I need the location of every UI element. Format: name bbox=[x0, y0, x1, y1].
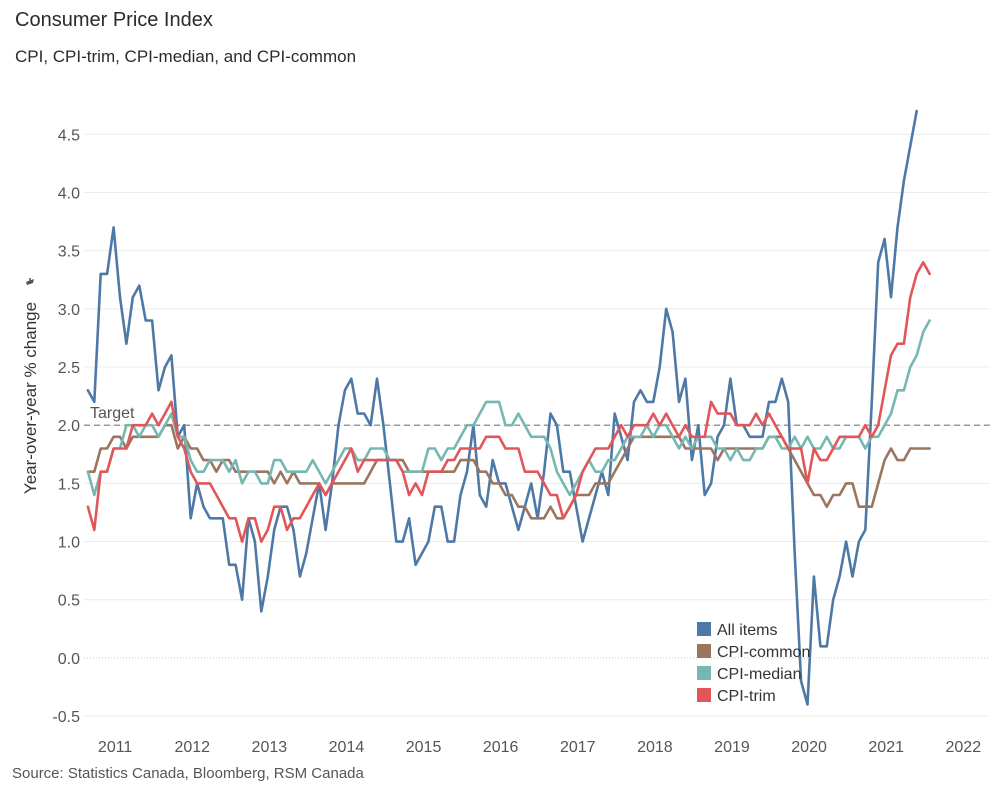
legend-label[interactable]: All items bbox=[717, 622, 777, 639]
x-tick-label: 2016 bbox=[483, 739, 519, 756]
y-tick-label: 3.0 bbox=[58, 302, 80, 319]
y-tick-label: -0.5 bbox=[52, 709, 80, 726]
legend-swatch bbox=[697, 622, 711, 636]
y-tick-label: 4.0 bbox=[58, 185, 80, 202]
legend-swatch bbox=[697, 688, 711, 702]
series-lines bbox=[86, 109, 931, 706]
y-tick-label: 2.5 bbox=[58, 360, 80, 377]
legend-label[interactable]: CPI-trim bbox=[717, 688, 776, 705]
x-tick-label: 2017 bbox=[560, 739, 596, 756]
series-line-cpi-trim[interactable] bbox=[86, 260, 931, 543]
x-tick-label: 2021 bbox=[868, 739, 904, 756]
x-tick-label: 2014 bbox=[329, 739, 365, 756]
x-tick-label: 2011 bbox=[98, 739, 133, 756]
legend: All items CPI-common CPI-median CPI-trim bbox=[697, 622, 810, 705]
series-line-cpi-common[interactable] bbox=[86, 423, 931, 520]
chart-title: Consumer Price Index bbox=[15, 9, 213, 31]
source-note: Source: Statistics Canada, Bloomberg, RS… bbox=[12, 765, 364, 782]
target-label: Target bbox=[90, 405, 135, 422]
y-tick-label: 1.0 bbox=[58, 535, 80, 552]
legend-swatch bbox=[697, 644, 711, 658]
chart-subtitle: CPI, CPI-trim, CPI-median, and CPI-commo… bbox=[15, 47, 357, 66]
y-axis-title: Year-over-year % change bbox=[21, 302, 40, 494]
y-tick-label: 3.5 bbox=[58, 244, 80, 261]
x-tick-label: 2013 bbox=[252, 739, 288, 756]
legend-label[interactable]: CPI-common bbox=[717, 644, 810, 661]
y-axis-ticks: -0.5 0.0 0.5 1.0 1.5 2.0 2.5 3.0 3.5 4.0 4.5 bbox=[52, 127, 80, 726]
legend-swatch bbox=[697, 666, 711, 680]
y-tick-label: 4.5 bbox=[58, 127, 80, 144]
legend-label[interactable]: CPI-median bbox=[717, 666, 801, 683]
x-tick-label: 2019 bbox=[714, 739, 750, 756]
y-tick-label: 2.0 bbox=[58, 418, 80, 435]
x-tick-label: 2015 bbox=[406, 739, 442, 756]
y-tick-label: 0.5 bbox=[58, 593, 80, 610]
y-tick-label: 1.5 bbox=[58, 476, 80, 493]
series-line-all-items[interactable] bbox=[86, 109, 919, 706]
x-axis-ticks: 2011 2012 2013 2014 2015 2016 2017 2018 2019 2020… bbox=[98, 739, 981, 756]
series-line-cpi-median[interactable] bbox=[86, 319, 931, 497]
x-tick-label: 2012 bbox=[174, 739, 210, 756]
pin-icon[interactable] bbox=[26, 278, 34, 285]
gridlines bbox=[84, 133, 990, 717]
target-line-group: Target bbox=[84, 405, 990, 426]
x-tick-label: 2018 bbox=[637, 739, 673, 756]
x-tick-label: 2022 bbox=[946, 739, 982, 756]
y-tick-label: 0.0 bbox=[58, 651, 80, 668]
x-tick-label: 2020 bbox=[791, 739, 827, 756]
